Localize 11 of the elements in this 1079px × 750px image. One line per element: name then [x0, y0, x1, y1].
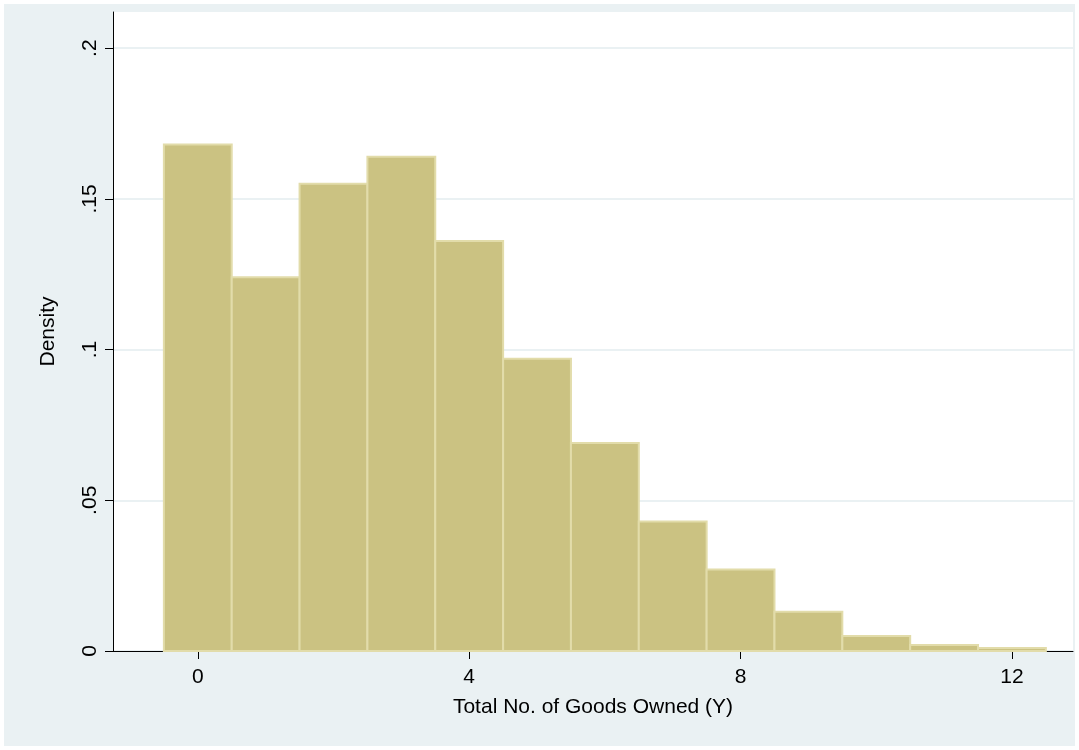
y-tick-label: .05	[77, 485, 100, 515]
y-tick-label: .15	[77, 184, 100, 214]
x-tick-label: 12	[1000, 664, 1024, 687]
y-tick-label: .2	[77, 39, 100, 57]
x-tick-label: 0	[191, 664, 204, 687]
x-tick-label: 4	[463, 664, 476, 687]
y-tick-label: .1	[77, 340, 100, 359]
y-tick-label: 0	[77, 645, 100, 657]
y-axis-title: Density	[35, 295, 58, 367]
x-axis-title: Total No. of Goods Owned (Y)	[452, 694, 734, 717]
x-tick-label: 8	[734, 664, 747, 687]
